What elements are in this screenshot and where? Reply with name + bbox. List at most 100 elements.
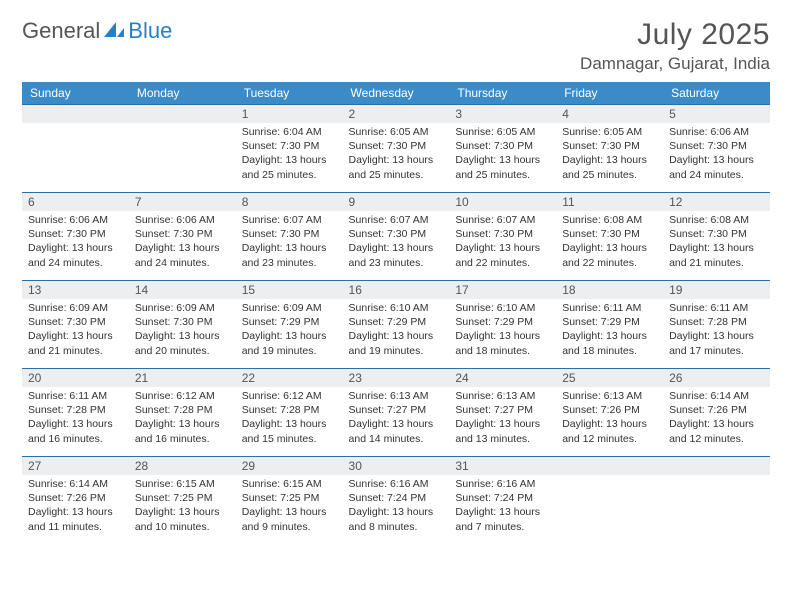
day-content: Sunrise: 6:04 AMSunset: 7:30 PMDaylight:… (236, 123, 343, 186)
calendar-week: 13Sunrise: 6:09 AMSunset: 7:30 PMDayligh… (22, 281, 770, 369)
day-content: Sunrise: 6:16 AMSunset: 7:24 PMDaylight:… (343, 475, 450, 538)
calendar-week: 27Sunrise: 6:14 AMSunset: 7:26 PMDayligh… (22, 457, 770, 545)
logo-text-general: General (22, 18, 100, 44)
day-content: Sunrise: 6:10 AMSunset: 7:29 PMDaylight:… (343, 299, 450, 362)
calendar-cell: 4Sunrise: 6:05 AMSunset: 7:30 PMDaylight… (556, 105, 663, 193)
day-content: Sunrise: 6:14 AMSunset: 7:26 PMDaylight:… (22, 475, 129, 538)
calendar-cell (129, 105, 236, 193)
day-number-empty (22, 105, 129, 123)
day-content: Sunrise: 6:06 AMSunset: 7:30 PMDaylight:… (663, 123, 770, 186)
day-content: Sunrise: 6:15 AMSunset: 7:25 PMDaylight:… (129, 475, 236, 538)
day-number: 6 (22, 193, 129, 211)
day-number: 15 (236, 281, 343, 299)
day-number: 12 (663, 193, 770, 211)
day-content: Sunrise: 6:07 AMSunset: 7:30 PMDaylight:… (449, 211, 556, 274)
calendar-table: SundayMondayTuesdayWednesdayThursdayFrid… (22, 82, 770, 545)
calendar-cell: 5Sunrise: 6:06 AMSunset: 7:30 PMDaylight… (663, 105, 770, 193)
day-number: 5 (663, 105, 770, 123)
day-number: 17 (449, 281, 556, 299)
calendar-cell: 10Sunrise: 6:07 AMSunset: 7:30 PMDayligh… (449, 193, 556, 281)
day-content: Sunrise: 6:13 AMSunset: 7:26 PMDaylight:… (556, 387, 663, 450)
day-content: Sunrise: 6:06 AMSunset: 7:30 PMDaylight:… (129, 211, 236, 274)
day-header: Monday (129, 82, 236, 105)
logo-text-blue: Blue (128, 18, 172, 44)
day-content: Sunrise: 6:05 AMSunset: 7:30 PMDaylight:… (343, 123, 450, 186)
day-number: 30 (343, 457, 450, 475)
day-header: Saturday (663, 82, 770, 105)
day-number: 19 (663, 281, 770, 299)
day-header: Thursday (449, 82, 556, 105)
day-number: 2 (343, 105, 450, 123)
calendar-cell: 24Sunrise: 6:13 AMSunset: 7:27 PMDayligh… (449, 369, 556, 457)
day-content: Sunrise: 6:05 AMSunset: 7:30 PMDaylight:… (556, 123, 663, 186)
day-number: 4 (556, 105, 663, 123)
day-content: Sunrise: 6:08 AMSunset: 7:30 PMDaylight:… (663, 211, 770, 274)
day-content: Sunrise: 6:16 AMSunset: 7:24 PMDaylight:… (449, 475, 556, 538)
day-content: Sunrise: 6:09 AMSunset: 7:30 PMDaylight:… (129, 299, 236, 362)
calendar-cell: 30Sunrise: 6:16 AMSunset: 7:24 PMDayligh… (343, 457, 450, 545)
day-number: 7 (129, 193, 236, 211)
calendar-cell: 8Sunrise: 6:07 AMSunset: 7:30 PMDaylight… (236, 193, 343, 281)
calendar-cell: 11Sunrise: 6:08 AMSunset: 7:30 PMDayligh… (556, 193, 663, 281)
calendar-cell: 6Sunrise: 6:06 AMSunset: 7:30 PMDaylight… (22, 193, 129, 281)
day-number: 23 (343, 369, 450, 387)
calendar-cell: 17Sunrise: 6:10 AMSunset: 7:29 PMDayligh… (449, 281, 556, 369)
day-number: 10 (449, 193, 556, 211)
day-content: Sunrise: 6:14 AMSunset: 7:26 PMDaylight:… (663, 387, 770, 450)
day-number: 9 (343, 193, 450, 211)
day-number: 3 (449, 105, 556, 123)
day-content: Sunrise: 6:10 AMSunset: 7:29 PMDaylight:… (449, 299, 556, 362)
calendar-cell: 28Sunrise: 6:15 AMSunset: 7:25 PMDayligh… (129, 457, 236, 545)
title-block: July 2025 Damnagar, Gujarat, India (580, 18, 770, 74)
day-content: Sunrise: 6:07 AMSunset: 7:30 PMDaylight:… (343, 211, 450, 274)
day-content: Sunrise: 6:13 AMSunset: 7:27 PMDaylight:… (449, 387, 556, 450)
day-header: Sunday (22, 82, 129, 105)
day-number: 22 (236, 369, 343, 387)
calendar-cell: 21Sunrise: 6:12 AMSunset: 7:28 PMDayligh… (129, 369, 236, 457)
calendar-cell: 26Sunrise: 6:14 AMSunset: 7:26 PMDayligh… (663, 369, 770, 457)
calendar-head: SundayMondayTuesdayWednesdayThursdayFrid… (22, 82, 770, 105)
day-content: Sunrise: 6:11 AMSunset: 7:28 PMDaylight:… (663, 299, 770, 362)
calendar-cell: 25Sunrise: 6:13 AMSunset: 7:26 PMDayligh… (556, 369, 663, 457)
day-number: 1 (236, 105, 343, 123)
calendar-cell: 19Sunrise: 6:11 AMSunset: 7:28 PMDayligh… (663, 281, 770, 369)
day-number: 26 (663, 369, 770, 387)
day-number-empty (129, 105, 236, 123)
calendar-body: 1Sunrise: 6:04 AMSunset: 7:30 PMDaylight… (22, 105, 770, 545)
calendar-cell: 15Sunrise: 6:09 AMSunset: 7:29 PMDayligh… (236, 281, 343, 369)
calendar-week: 20Sunrise: 6:11 AMSunset: 7:28 PMDayligh… (22, 369, 770, 457)
calendar-cell: 22Sunrise: 6:12 AMSunset: 7:28 PMDayligh… (236, 369, 343, 457)
day-content: Sunrise: 6:05 AMSunset: 7:30 PMDaylight:… (449, 123, 556, 186)
day-content: Sunrise: 6:11 AMSunset: 7:29 PMDaylight:… (556, 299, 663, 362)
logo: General Blue (22, 18, 172, 44)
day-number: 20 (22, 369, 129, 387)
day-content: Sunrise: 6:08 AMSunset: 7:30 PMDaylight:… (556, 211, 663, 274)
day-number: 29 (236, 457, 343, 475)
calendar-week: 1Sunrise: 6:04 AMSunset: 7:30 PMDaylight… (22, 105, 770, 193)
day-number: 14 (129, 281, 236, 299)
day-content: Sunrise: 6:12 AMSunset: 7:28 PMDaylight:… (236, 387, 343, 450)
day-number: 25 (556, 369, 663, 387)
day-content: Sunrise: 6:09 AMSunset: 7:29 PMDaylight:… (236, 299, 343, 362)
calendar-cell: 14Sunrise: 6:09 AMSunset: 7:30 PMDayligh… (129, 281, 236, 369)
day-content: Sunrise: 6:15 AMSunset: 7:25 PMDaylight:… (236, 475, 343, 538)
header: General Blue July 2025 Damnagar, Gujarat… (22, 18, 770, 74)
day-header: Wednesday (343, 82, 450, 105)
day-number: 31 (449, 457, 556, 475)
day-content: Sunrise: 6:07 AMSunset: 7:30 PMDaylight:… (236, 211, 343, 274)
day-number-empty (556, 457, 663, 475)
day-header: Tuesday (236, 82, 343, 105)
day-content: Sunrise: 6:09 AMSunset: 7:30 PMDaylight:… (22, 299, 129, 362)
day-header: Friday (556, 82, 663, 105)
day-number: 18 (556, 281, 663, 299)
day-number: 28 (129, 457, 236, 475)
day-content: Sunrise: 6:06 AMSunset: 7:30 PMDaylight:… (22, 211, 129, 274)
logo-sail-icon (104, 22, 126, 40)
day-content: Sunrise: 6:12 AMSunset: 7:28 PMDaylight:… (129, 387, 236, 450)
location: Damnagar, Gujarat, India (580, 54, 770, 74)
calendar-cell: 29Sunrise: 6:15 AMSunset: 7:25 PMDayligh… (236, 457, 343, 545)
day-number: 11 (556, 193, 663, 211)
calendar-cell: 27Sunrise: 6:14 AMSunset: 7:26 PMDayligh… (22, 457, 129, 545)
day-number: 13 (22, 281, 129, 299)
day-number-empty (663, 457, 770, 475)
